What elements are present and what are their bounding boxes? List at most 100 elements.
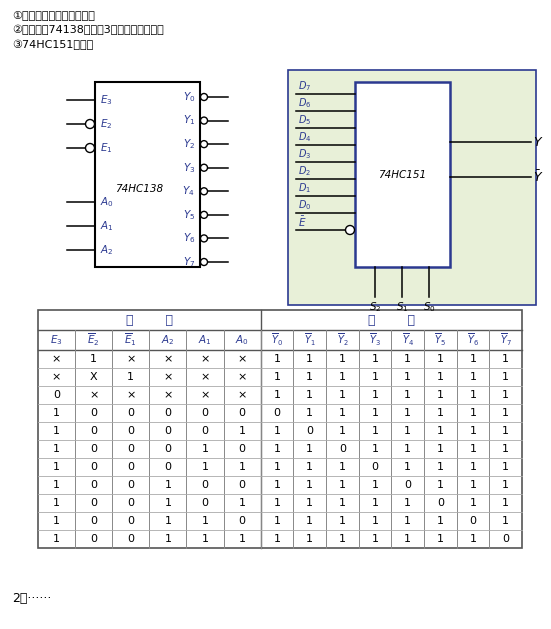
Text: 0: 0 — [127, 480, 134, 490]
Text: 1: 1 — [437, 462, 444, 472]
Text: $S_1$: $S_1$ — [396, 300, 408, 314]
Text: 0: 0 — [239, 516, 246, 526]
Text: 1: 1 — [469, 444, 477, 454]
Text: 1: 1 — [273, 462, 280, 472]
Text: 1: 1 — [502, 462, 509, 472]
Text: 1: 1 — [306, 354, 313, 364]
Text: $\overline{E}_1$: $\overline{E}_1$ — [125, 332, 137, 348]
Text: $Y_1$: $Y_1$ — [183, 114, 195, 128]
Text: 0: 0 — [306, 426, 313, 436]
Text: 0: 0 — [127, 534, 134, 544]
Text: 1: 1 — [469, 426, 477, 436]
Text: 1: 1 — [404, 444, 411, 454]
Text: X: X — [90, 372, 98, 382]
Text: 1: 1 — [306, 390, 313, 400]
Text: ×: × — [237, 354, 247, 364]
Text: 1: 1 — [306, 516, 313, 526]
Text: $Y_2$: $Y_2$ — [183, 137, 195, 151]
Text: 1: 1 — [502, 408, 509, 418]
Text: $E_2$: $E_2$ — [100, 117, 112, 131]
Text: 1: 1 — [306, 408, 313, 418]
Text: $D_5$: $D_5$ — [298, 113, 311, 127]
Text: 1: 1 — [53, 498, 60, 508]
Text: 1: 1 — [53, 516, 60, 526]
Text: 1: 1 — [339, 516, 346, 526]
Text: 1: 1 — [502, 426, 509, 436]
Text: 0: 0 — [164, 426, 171, 436]
Text: 1: 1 — [371, 372, 379, 382]
Bar — [288, 70, 536, 305]
Text: 1: 1 — [273, 498, 280, 508]
Text: 1: 1 — [371, 516, 379, 526]
Text: $D_7$: $D_7$ — [298, 79, 311, 93]
Text: 0: 0 — [53, 390, 60, 400]
Text: 1: 1 — [502, 480, 509, 490]
Text: ①仅用二输入与非门实现；: ①仅用二输入与非门实现； — [12, 10, 95, 20]
Text: 1: 1 — [404, 498, 411, 508]
Text: 1: 1 — [469, 498, 477, 508]
Text: 0: 0 — [127, 462, 134, 472]
Text: 0: 0 — [127, 408, 134, 418]
Circle shape — [201, 188, 208, 195]
Text: 1: 1 — [202, 444, 208, 454]
Text: $A_2$: $A_2$ — [161, 333, 175, 347]
Text: 1: 1 — [273, 426, 280, 436]
Text: 1: 1 — [404, 354, 411, 364]
Text: $\overline{Y}_3$: $\overline{Y}_3$ — [369, 332, 381, 348]
Text: $\overline{Y}_4$: $\overline{Y}_4$ — [402, 332, 414, 348]
Circle shape — [85, 143, 95, 152]
Text: $D_4$: $D_4$ — [298, 130, 311, 144]
Text: 1: 1 — [437, 444, 444, 454]
Text: $Y$: $Y$ — [533, 135, 543, 148]
Text: 1: 1 — [306, 534, 313, 544]
Text: 1: 1 — [273, 480, 280, 490]
Text: ×: × — [237, 390, 247, 400]
Text: 1: 1 — [306, 372, 313, 382]
Text: $\overline{Y}_1$: $\overline{Y}_1$ — [304, 332, 316, 348]
Text: 1: 1 — [502, 444, 509, 454]
Text: 1: 1 — [53, 444, 60, 454]
Text: 1: 1 — [371, 426, 379, 436]
Text: 1: 1 — [273, 516, 280, 526]
Text: 1: 1 — [306, 444, 313, 454]
Text: $D_6$: $D_6$ — [298, 96, 311, 110]
Text: 1: 1 — [306, 480, 313, 490]
Text: ×: × — [163, 372, 172, 382]
Bar — [355, 82, 450, 267]
Text: 0: 0 — [90, 426, 97, 436]
Text: 1: 1 — [53, 462, 60, 472]
Text: 0: 0 — [164, 408, 171, 418]
Text: 74HC151: 74HC151 — [379, 169, 426, 179]
Text: 1: 1 — [404, 516, 411, 526]
Text: 0: 0 — [404, 480, 411, 490]
Text: 1: 1 — [339, 498, 346, 508]
Text: 1: 1 — [469, 354, 477, 364]
Text: $D_2$: $D_2$ — [298, 164, 311, 178]
Text: 0: 0 — [90, 444, 97, 454]
Text: 1: 1 — [164, 534, 171, 544]
Text: $Y_0$: $Y_0$ — [182, 90, 195, 104]
Text: $Y_4$: $Y_4$ — [182, 184, 195, 198]
Text: 1: 1 — [371, 534, 379, 544]
Text: 1: 1 — [469, 372, 477, 382]
Text: $Y_3$: $Y_3$ — [182, 161, 195, 175]
Text: 1: 1 — [339, 462, 346, 472]
Text: 1: 1 — [404, 534, 411, 544]
Text: 輸        入: 輸 入 — [126, 313, 173, 326]
Text: 1: 1 — [339, 426, 346, 436]
Text: 1: 1 — [53, 534, 60, 544]
Text: ×: × — [237, 372, 247, 382]
Text: 0: 0 — [90, 498, 97, 508]
Text: ×: × — [201, 354, 210, 364]
Text: $\overline{Y}_6$: $\overline{Y}_6$ — [467, 332, 479, 348]
Text: 1: 1 — [437, 480, 444, 490]
Text: $E_3$: $E_3$ — [50, 333, 63, 347]
Text: 0: 0 — [202, 426, 208, 436]
Text: 0: 0 — [502, 534, 509, 544]
Text: ×: × — [201, 390, 210, 400]
Circle shape — [201, 235, 208, 242]
Text: 1: 1 — [502, 390, 509, 400]
Text: 0: 0 — [273, 408, 280, 418]
Text: 1: 1 — [404, 462, 411, 472]
Text: 0: 0 — [437, 498, 444, 508]
